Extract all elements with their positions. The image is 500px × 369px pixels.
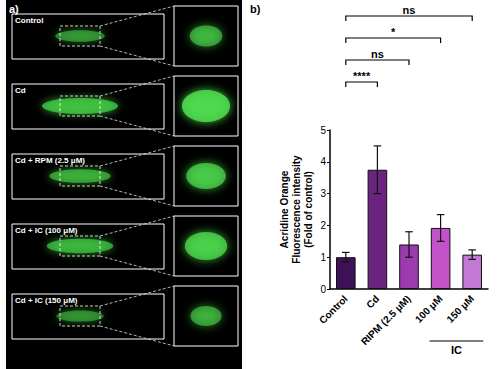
svg-text:Cd: Cd (364, 293, 381, 310)
svg-text:Control: Control (317, 293, 350, 326)
svg-text:Cd + IC (100 μM): Cd + IC (100 μM) (15, 226, 78, 235)
svg-text:****: **** (353, 70, 371, 82)
svg-text:3: 3 (320, 188, 326, 199)
svg-text:Fluorescence intensity: Fluorescence intensity (291, 155, 302, 264)
svg-text:b): b) (250, 3, 261, 15)
svg-text:Cd: Cd (15, 86, 26, 95)
svg-text:0: 0 (320, 284, 326, 295)
svg-text:Cd + IC (150 μM): Cd + IC (150 μM) (15, 296, 78, 305)
svg-text:Acridine Orange: Acridine Orange (279, 170, 290, 248)
svg-text:1: 1 (320, 252, 326, 263)
svg-text:2: 2 (320, 220, 326, 231)
svg-text:*: * (391, 26, 396, 38)
svg-text:Cd + RPM (2.5 μM): Cd + RPM (2.5 μM) (15, 156, 85, 165)
svg-text:100 μM: 100 μM (413, 293, 445, 325)
svg-text:5: 5 (320, 125, 326, 136)
svg-text:a): a) (9, 3, 19, 15)
svg-text:4: 4 (320, 156, 326, 167)
svg-text:RIPM (2.5 μM): RIPM (2.5 μM) (359, 293, 413, 347)
svg-text:ns: ns (403, 4, 416, 16)
svg-text:Control: Control (15, 16, 43, 25)
svg-text:(Fold of control): (Fold of control) (303, 171, 314, 248)
svg-text:150 μM: 150 μM (444, 293, 476, 325)
svg-text:IC: IC (451, 344, 462, 356)
svg-text:ns: ns (371, 48, 384, 60)
